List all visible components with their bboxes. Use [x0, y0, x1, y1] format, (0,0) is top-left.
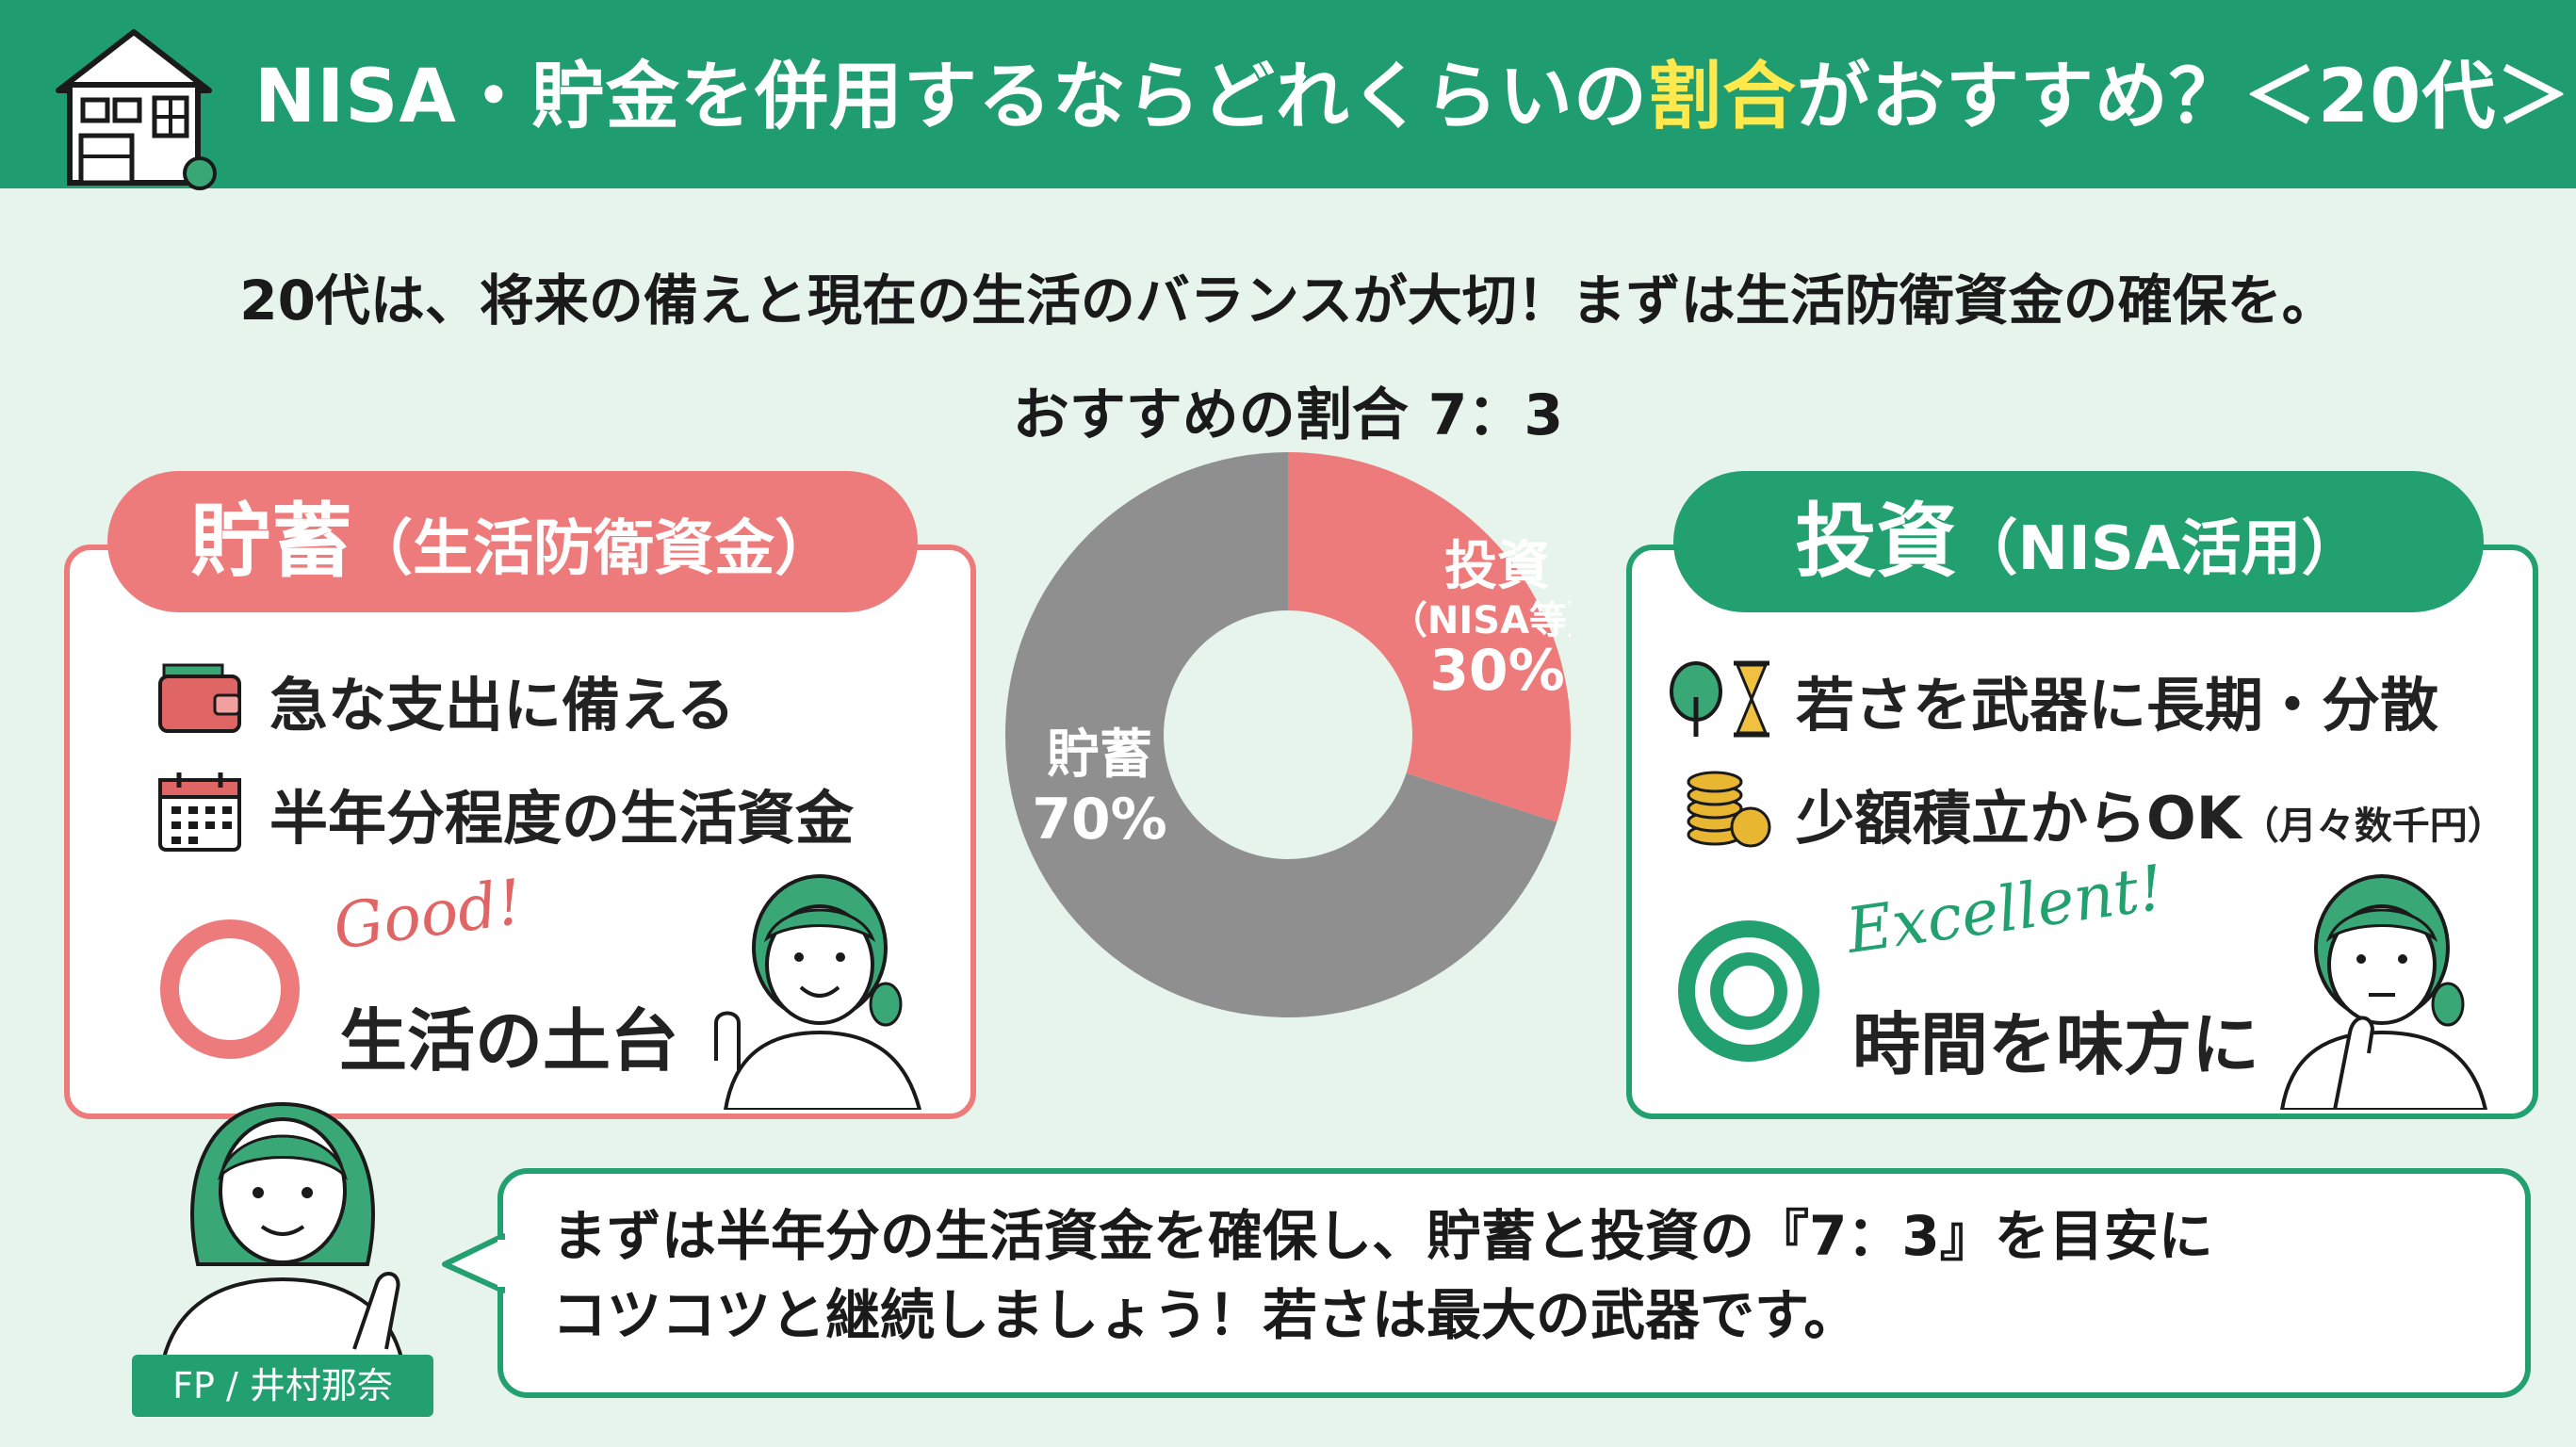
chart-label-invest-name: 投資 [1444, 536, 1550, 597]
speech-bubble-tail [442, 1233, 505, 1293]
advisor-avatar [157, 1101, 408, 1377]
invest-badge-label: 時間を味方に [1852, 1005, 2260, 1084]
invest-item-1: 若さを武器に長期・分散 [1796, 671, 2439, 740]
invest-card-title: 投資（NISA活用） [1673, 471, 2484, 612]
coins-icon [1687, 771, 1771, 848]
wallet-icon [158, 663, 241, 733]
double-circle-icon [1678, 920, 1819, 1062]
chart-label-savings-name: 貯蓄 [1047, 724, 1152, 786]
savings-card-title: 貯蓄（生活防衛資金） [107, 471, 918, 612]
woman-thinking-icon [2279, 874, 2488, 1110]
donut-slice-savings [1005, 452, 1557, 1017]
advisor-speech-bubble [497, 1168, 2531, 1398]
tree-hourglass-icon [1670, 660, 1769, 738]
woman-cheering-icon [714, 874, 922, 1110]
circle-icon [160, 919, 300, 1059]
calendar-icon [158, 772, 241, 852]
advisor-name-badge: FP / 井村那奈 [132, 1355, 433, 1417]
ratio-donut-chart: 投資 （NISA等） 30% 貯蓄 70% [1005, 452, 1571, 1017]
savings-badge-label: 生活の土台 [339, 1001, 679, 1081]
page-title: NISA・貯金を併用するならどれくらいの割合がおすすめ？＜20代＞ [254, 55, 2571, 139]
header-bar [0, 0, 2576, 188]
chart-label-invest-sub: （NISA等） [1390, 599, 1571, 642]
chart-label-savings-pct: 70% [1032, 787, 1167, 853]
advisor-speech-text: まずは半年分の生活資金を確保し、貯蓄と投資の『7：3』を目安に コツコツと継続し… [552, 1204, 2213, 1347]
house-icon [56, 29, 217, 190]
subtitle: 20代は、将来の備えと現在の生活のバランスが大切！まずは生活防衛資金の確保を。 [239, 268, 2337, 333]
ratio-title: おすすめの割合 7：3 [1012, 382, 1564, 448]
savings-item-2: 半年分程度の生活資金 [269, 784, 855, 853]
savings-item-1: 急な支出に備える [269, 671, 736, 740]
title-highlight: 割合 [1647, 55, 1797, 139]
donut-slice-invest [1288, 452, 1571, 822]
chart-label-invest-pct: 30% [1429, 638, 1565, 704]
invest-item-2: 少額積立からOK（月々数千円） [1796, 784, 2505, 853]
